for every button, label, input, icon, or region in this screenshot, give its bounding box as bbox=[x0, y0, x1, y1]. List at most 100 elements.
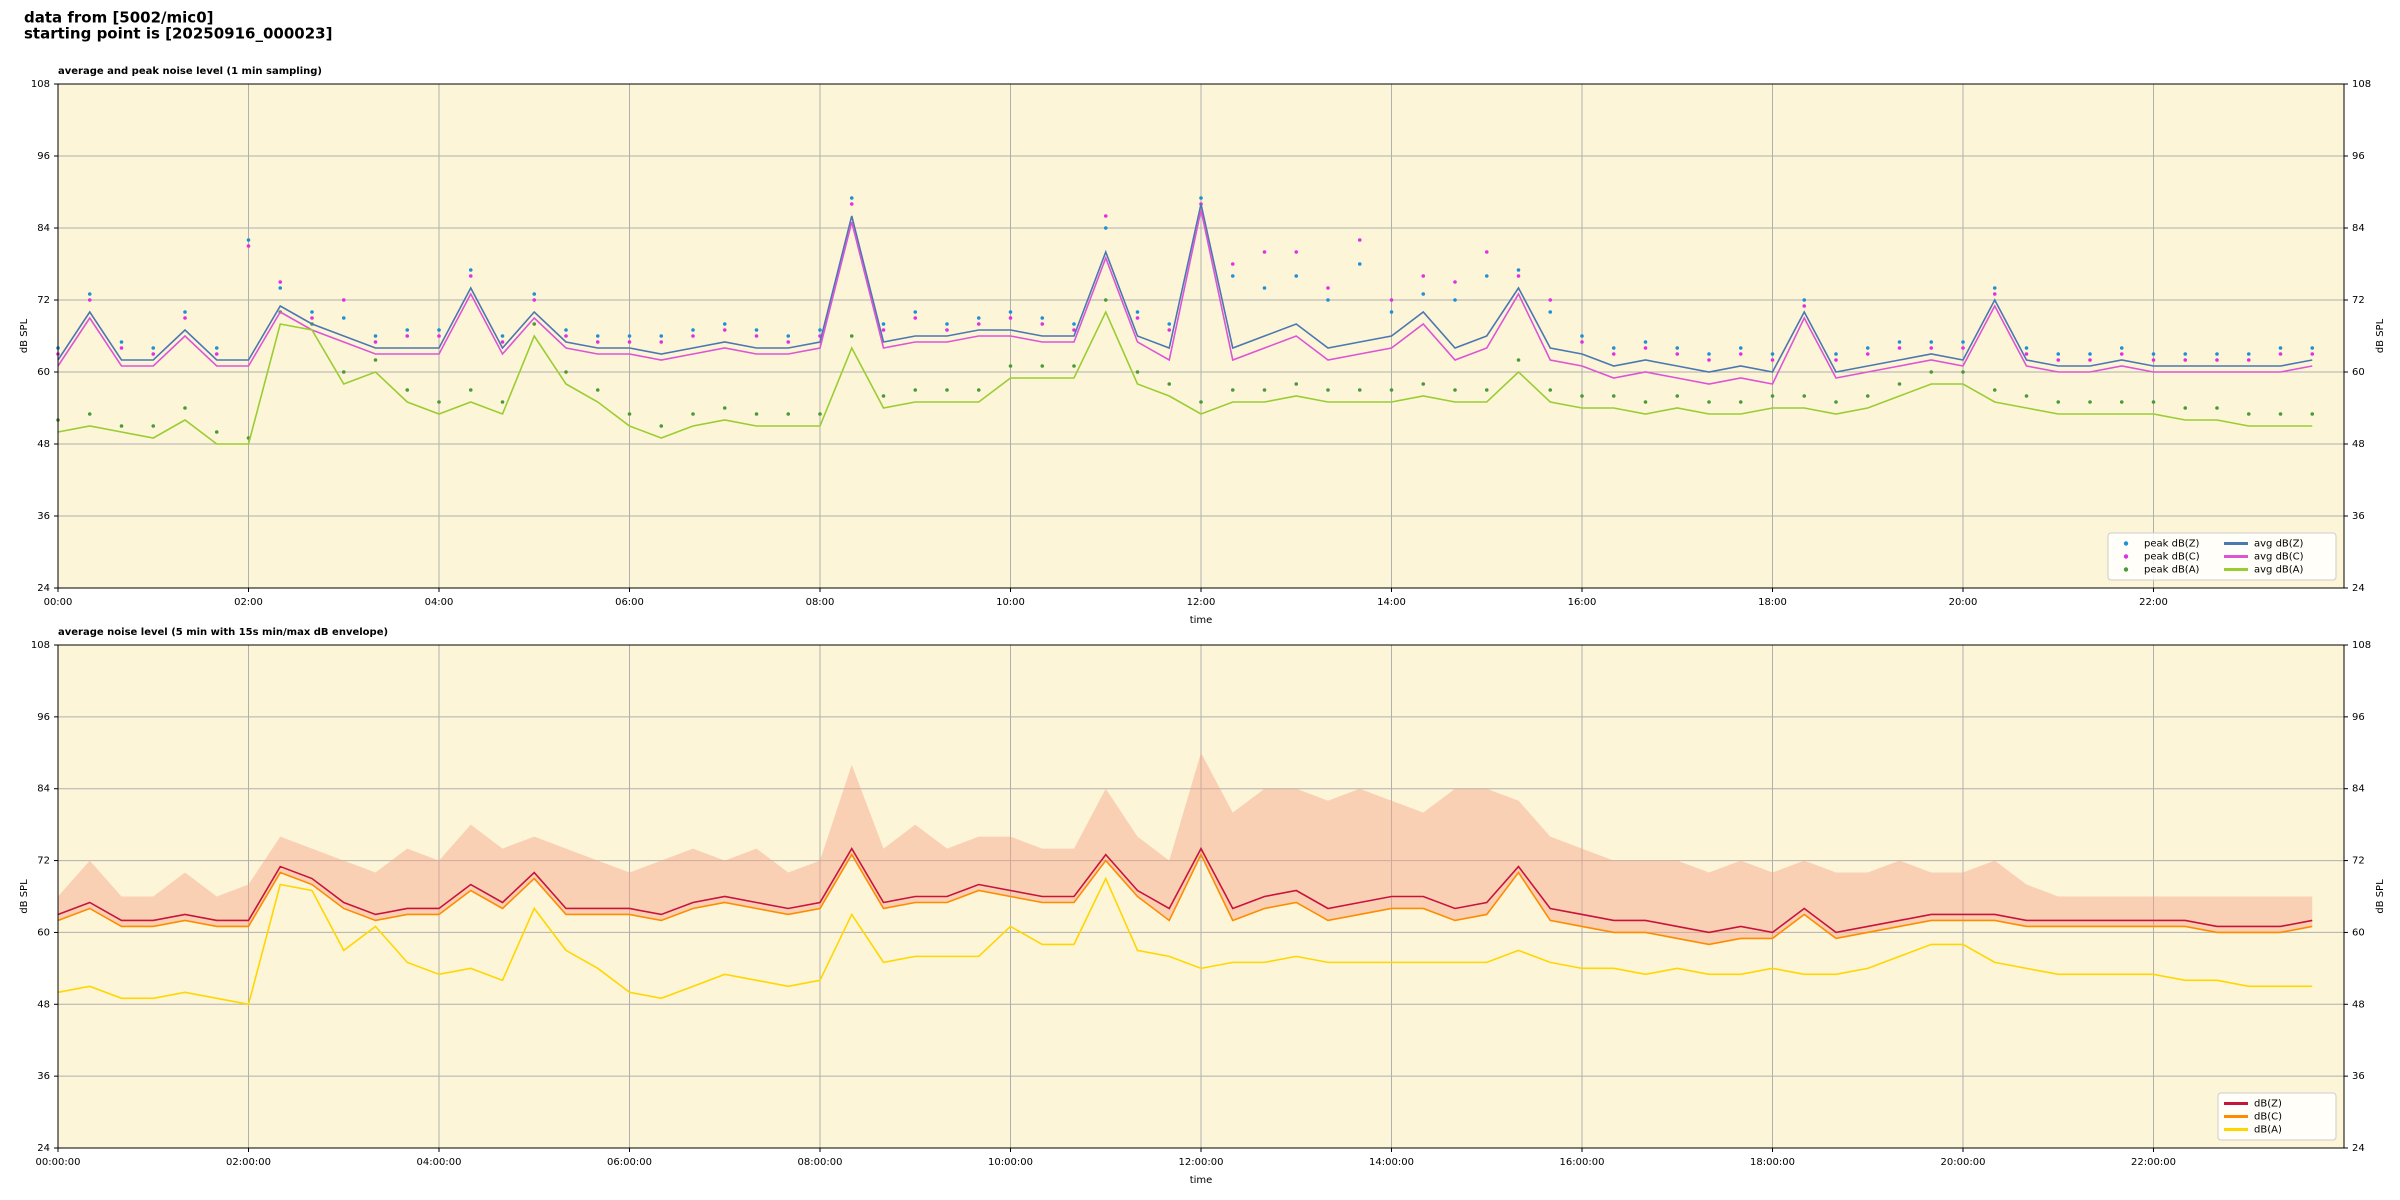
peak-point bbox=[945, 322, 949, 326]
peak-point bbox=[1738, 352, 1743, 356]
envelope-area bbox=[58, 752, 2313, 945]
peak-point bbox=[437, 400, 441, 404]
peak-point bbox=[1484, 388, 1489, 392]
y-tick-label: 108 bbox=[2352, 79, 2371, 90]
peak-point bbox=[1357, 238, 1362, 242]
peak-point bbox=[1484, 274, 1489, 278]
series-line bbox=[57, 846, 2313, 934]
peak-point bbox=[2024, 352, 2029, 356]
peak-point bbox=[564, 370, 568, 374]
peak-point bbox=[1135, 370, 1140, 374]
header-source: data from [5002/mic0] bbox=[24, 9, 214, 27]
peak-point bbox=[1262, 388, 1267, 392]
peak-point bbox=[1294, 274, 1299, 278]
peak-point bbox=[2119, 352, 2124, 356]
peak-point bbox=[722, 406, 727, 410]
peak-point bbox=[1961, 340, 1965, 344]
peak-point bbox=[2310, 352, 2315, 356]
peak-point bbox=[500, 334, 505, 338]
peak-point bbox=[1929, 370, 1934, 374]
peak-point bbox=[2278, 346, 2283, 350]
peak-point bbox=[1548, 298, 1553, 302]
peak-point bbox=[564, 328, 568, 332]
peak-point bbox=[1326, 388, 1330, 392]
y-tick-label: 36 bbox=[37, 511, 50, 522]
peak-point bbox=[2215, 406, 2219, 410]
y-axis-label: dB SPL bbox=[2375, 879, 2386, 914]
peak-point bbox=[1072, 322, 1076, 326]
peak-point bbox=[2278, 412, 2283, 416]
peak-point bbox=[1611, 352, 1616, 356]
peak-point bbox=[1611, 346, 1616, 350]
peak-point bbox=[1230, 262, 1235, 266]
peak-point bbox=[1865, 346, 1870, 350]
peak-point bbox=[754, 412, 759, 416]
peak-point bbox=[214, 346, 219, 350]
y-tick-label: 108 bbox=[31, 640, 50, 651]
x-tick-label: 18:00 bbox=[1758, 597, 1787, 608]
peak-point bbox=[976, 316, 981, 320]
peak-point bbox=[1865, 394, 1870, 398]
plot-frame bbox=[57, 644, 2345, 1149]
peak-point bbox=[1357, 262, 1362, 266]
x-tick-label: 06:00 bbox=[615, 597, 644, 608]
peak-point bbox=[1834, 400, 1838, 404]
peak-point bbox=[532, 292, 537, 296]
x-tick-label: 08:00:00 bbox=[798, 1157, 843, 1168]
peak-point bbox=[1675, 352, 1680, 356]
peak-point bbox=[1643, 340, 1648, 344]
legend-label: dB(Z) bbox=[2254, 1099, 2282, 1110]
peak-point bbox=[595, 388, 600, 392]
y-tick-label: 36 bbox=[37, 1071, 50, 1082]
peak-point bbox=[1294, 250, 1299, 254]
x-tick-label: 18:00:00 bbox=[1750, 1157, 1795, 1168]
peak-point bbox=[913, 316, 918, 320]
peak-point bbox=[1199, 196, 1203, 200]
peak-point bbox=[246, 238, 251, 242]
legend-marker bbox=[2123, 567, 2129, 572]
peak-point bbox=[500, 400, 505, 404]
series-line bbox=[57, 203, 2313, 373]
peak-point bbox=[2151, 358, 2156, 362]
peak-point bbox=[2088, 400, 2092, 404]
y-tick-label: 36 bbox=[2352, 1071, 2365, 1082]
peak-point bbox=[818, 412, 822, 416]
peak-point bbox=[1421, 382, 1426, 386]
y-tick-label: 96 bbox=[2352, 151, 2365, 162]
peak-point bbox=[1834, 352, 1838, 356]
y-tick-label: 84 bbox=[2352, 784, 2365, 795]
x-tick-label: 14:00 bbox=[1377, 597, 1406, 608]
peak-point bbox=[87, 292, 92, 296]
peak-point bbox=[183, 316, 187, 320]
peak-point bbox=[405, 388, 410, 392]
peak-point bbox=[1135, 310, 1140, 314]
peak-point bbox=[1929, 346, 1934, 350]
y-tick-label: 108 bbox=[2352, 640, 2371, 651]
legend-label: dB(A) bbox=[2254, 1125, 2282, 1136]
x-tick-label: 14:00:00 bbox=[1369, 1157, 1414, 1168]
y-tick-label: 84 bbox=[2352, 223, 2365, 234]
peak-point bbox=[151, 346, 156, 350]
peak-point bbox=[1199, 400, 1203, 404]
peak-point bbox=[119, 424, 124, 428]
peak-point bbox=[87, 298, 92, 302]
series-line bbox=[57, 852, 2313, 946]
y-tick-label: 96 bbox=[2352, 712, 2365, 723]
peak-point bbox=[1040, 316, 1045, 320]
peak-point bbox=[1103, 214, 1108, 218]
peak-point bbox=[2056, 400, 2061, 404]
peak-point bbox=[1453, 280, 1457, 284]
peak-point bbox=[2183, 358, 2188, 362]
peak-point bbox=[119, 340, 124, 344]
peak-point bbox=[437, 328, 441, 332]
peak-point bbox=[659, 334, 664, 338]
x-tick-label: 02:00 bbox=[234, 597, 263, 608]
y-tick-label: 36 bbox=[2352, 511, 2365, 522]
peak-point bbox=[1834, 358, 1838, 362]
x-tick-label: 00:00:00 bbox=[36, 1157, 81, 1168]
peak-point bbox=[595, 334, 600, 338]
peak-point bbox=[945, 388, 949, 392]
peak-point bbox=[214, 352, 219, 356]
legend-label: avg dB(Z) bbox=[2254, 539, 2304, 550]
